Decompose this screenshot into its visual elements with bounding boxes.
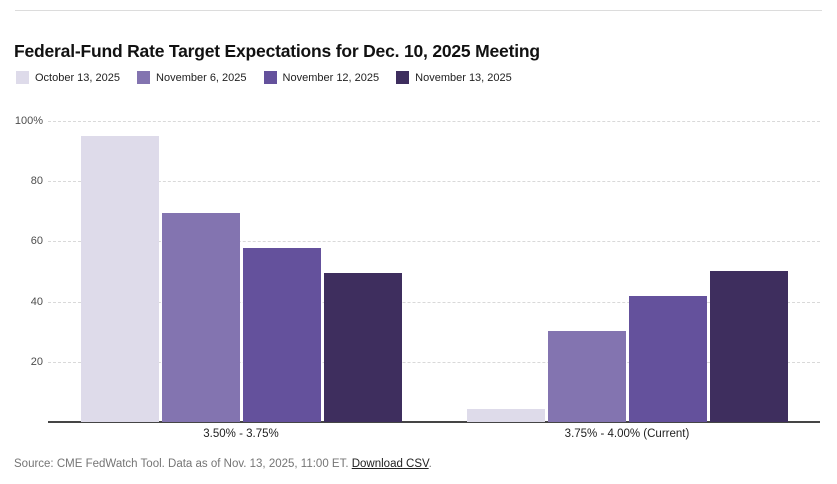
legend-label: October 13, 2025 <box>35 71 121 84</box>
legend-swatch-icon <box>263 71 277 84</box>
bar-november-12-2025-group0 <box>242 248 321 422</box>
y-axis-labels: 100% 80 60 40 20 <box>0 115 43 422</box>
y-tick-label: 100% <box>14 115 43 127</box>
top-divider <box>15 10 822 11</box>
x-category-label: 3.75% - 4.00% (Current) <box>564 428 690 440</box>
legend-item-2: November 12, 2025 <box>263 71 380 84</box>
x-category-label: 3.50% - 3.75% <box>203 428 279 440</box>
legend-label: November 12, 2025 <box>282 71 380 84</box>
legend-swatch-icon <box>396 71 410 84</box>
gridline-100 <box>48 121 820 122</box>
gridline-80 <box>48 181 820 183</box>
gridline-40 <box>48 301 820 303</box>
bar-november-12-2025-group1 <box>628 296 707 422</box>
chart-legend: October 13, 2025 November 6, 2025 November… <box>16 71 529 84</box>
bar-november-13-2025-group0 <box>323 273 402 422</box>
legend-label: November 13, 2025 <box>415 71 512 84</box>
plot-area: 3.50% - 3.75% 3.75% - 4.00% (Current) <box>48 121 820 440</box>
legend-item-1: November 6, 2025 <box>137 71 247 84</box>
download-csv-link[interactable]: Download CSV <box>351 458 429 470</box>
source-footer: Source: CME FedWatch Tool. Data as of No… <box>14 458 432 470</box>
y-tick-label: 80 <box>30 175 43 188</box>
y-tick-label: 60 <box>30 235 43 248</box>
footer-period: . <box>428 458 432 470</box>
source-text: Source: CME FedWatch Tool. Data as of No… <box>14 458 352 470</box>
bar-october-13-2025-group1 <box>466 409 545 422</box>
gridline-60 <box>48 241 820 243</box>
bar-november-13-2025-group1 <box>709 270 788 422</box>
bar-november-6-2025-group0 <box>161 212 240 422</box>
legend-label: November 6, 2025 <box>156 71 247 84</box>
bar-october-13-2025-group0 <box>80 136 159 422</box>
legend-swatch-icon <box>137 71 151 84</box>
legend-swatch-icon <box>16 71 29 84</box>
legend-item-0: October 13, 2025 <box>16 71 120 84</box>
y-tick-label: 20 <box>30 355 43 368</box>
legend-item-3: November 13, 2025 <box>396 71 512 84</box>
gridline-20 <box>48 361 820 363</box>
y-tick-label: 40 <box>30 295 43 308</box>
chart-title: Federal-Fund Rate Target Expectations fo… <box>14 40 540 61</box>
x-axis-line <box>48 421 820 423</box>
bar-november-6-2025-group1 <box>547 331 626 422</box>
